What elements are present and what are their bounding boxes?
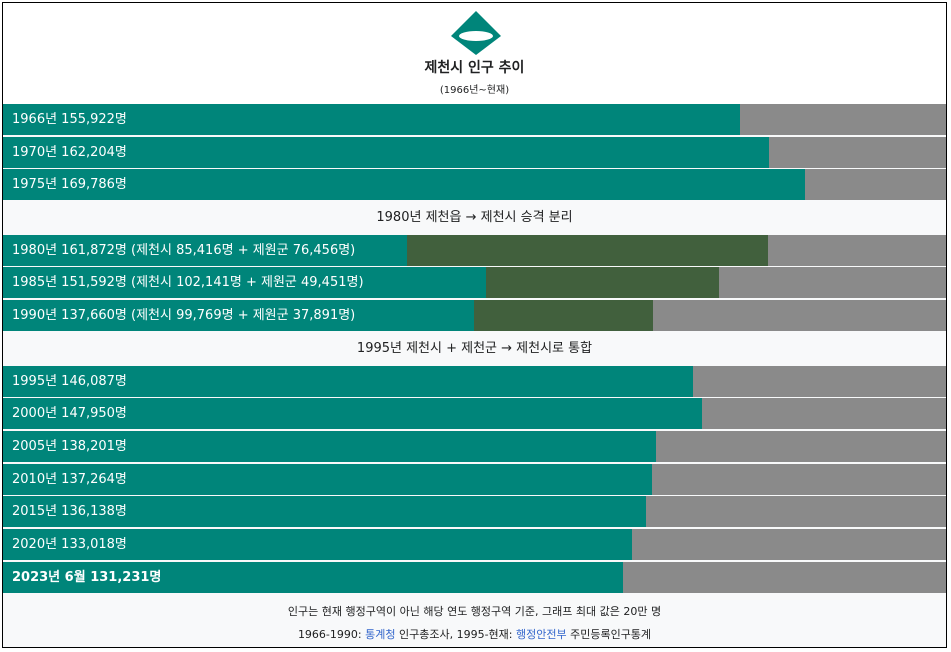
separator-label: 1995년 제천시 + 제천군 → 제천시로 통합 — [356, 340, 593, 356]
chart-header: 제천시 인구 추이 (1966년~현재) — [3, 3, 946, 104]
bar-segment-jewon-gun — [485, 267, 720, 299]
chart-footer: 인구는 현재 행정구역이 아닌 해당 연도 행정구역 기준, 그래프 최대 값은… — [3, 598, 946, 647]
bar-label: 1980년 161,872명 (제천시 85,416명 + 제원군 76,456… — [12, 242, 356, 258]
source-link-mois[interactable]: 행정안전부 — [515, 628, 567, 641]
bar-fill — [3, 430, 656, 462]
source-link-statistics[interactable]: 통계청 — [365, 628, 396, 641]
population-bars: 1966년 155,922명 1970년 162,204명 1975년 169,78… — [3, 104, 946, 594]
separator-label: 1980년 제천읍 → 제천시 승격 분리 — [376, 210, 573, 226]
bar-fill — [3, 463, 652, 495]
chart-subtitle: (1966년~현재) — [439, 85, 510, 96]
population-row: 2000년 147,950명 — [3, 398, 946, 430]
jecheon-emblem-icon — [451, 11, 501, 55]
population-row: 1990년 137,660명 (제천시 99,769명 + 제원군 37,891… — [3, 300, 946, 332]
bar-label: 1995년 146,087명 — [12, 373, 127, 389]
bar-label: 2023년 6월 131,231명 — [12, 569, 162, 585]
population-row: 2015년 136,138명 — [3, 496, 946, 528]
bar-segment-jewon-gun — [406, 234, 768, 266]
bar-label: 1990년 137,660명 (제천시 99,769명 + 제원군 37,891… — [12, 308, 356, 324]
bar-segment-jecheon-si — [3, 234, 407, 266]
bar-label: 2020년 133,018명 — [12, 536, 127, 552]
bar-segment-jecheon-si — [3, 300, 475, 332]
bar-label: 2005년 138,201명 — [12, 438, 127, 454]
bar-fill — [3, 398, 703, 430]
chart-title: 제천시 인구 추이 — [424, 60, 525, 76]
bar-fill — [3, 528, 632, 560]
source-suffix: 주민등록인구통계 — [566, 628, 652, 641]
source-prefix: 1966-1990: — [297, 628, 366, 641]
source-mid: 인구총조사, 1995-현재: — [395, 628, 516, 641]
bar-label: 2000년 147,950명 — [12, 406, 127, 422]
population-row: 1980년 161,872명 (제천시 85,416명 + 제원군 76,456… — [3, 234, 946, 266]
bar-label: 2010년 137,264명 — [12, 471, 127, 487]
population-row: 2023년 6월 131,231명 — [3, 561, 946, 593]
bar-label: 1975년 169,786명 — [12, 177, 127, 193]
bar-label: 2015년 136,138명 — [12, 504, 127, 520]
bar-fill — [3, 496, 647, 528]
bar-fill — [3, 365, 694, 397]
population-row: 1966년 155,922명 — [3, 104, 946, 135]
event-separator: 1980년 제천읍 → 제천시 승격 분리 — [3, 202, 946, 234]
event-separator: 1995년 제천시 + 제천군 → 제천시로 통합 — [3, 332, 946, 364]
bar-segment-jecheon-si — [3, 267, 486, 299]
population-row: 1985년 151,592명 (제천시 102,141명 + 제원군 49,45… — [3, 267, 946, 299]
source-line: 1966-1990: 통계청 인구총조사, 1995-현재: 행정안전부 주민등… — [3, 626, 946, 642]
bar-fill — [3, 169, 806, 201]
population-row: 1995년 146,087명 — [3, 365, 946, 397]
bar-fill — [3, 104, 740, 135]
population-row: 2020년 133,018명 — [3, 528, 946, 560]
bar-label: 1966년 155,922명 — [12, 112, 127, 127]
population-row: 1970년 162,204명 — [3, 136, 946, 168]
footnote: 인구는 현재 행정구역이 아닌 해당 연도 행정구역 기준, 그래프 최대 값은… — [287, 605, 662, 618]
bar-label: 1985년 151,592명 (제천시 102,141명 + 제원군 49,45… — [12, 275, 364, 291]
bar-segment-jewon-gun — [474, 300, 654, 332]
population-row: 1975년 169,786명 — [3, 169, 946, 201]
bar-label: 1970년 162,204명 — [12, 144, 127, 160]
population-row: 2005년 138,201명 — [3, 430, 946, 462]
bar-fill — [3, 561, 624, 593]
population-row: 2010년 137,264명 — [3, 463, 946, 495]
bar-fill — [3, 136, 770, 168]
